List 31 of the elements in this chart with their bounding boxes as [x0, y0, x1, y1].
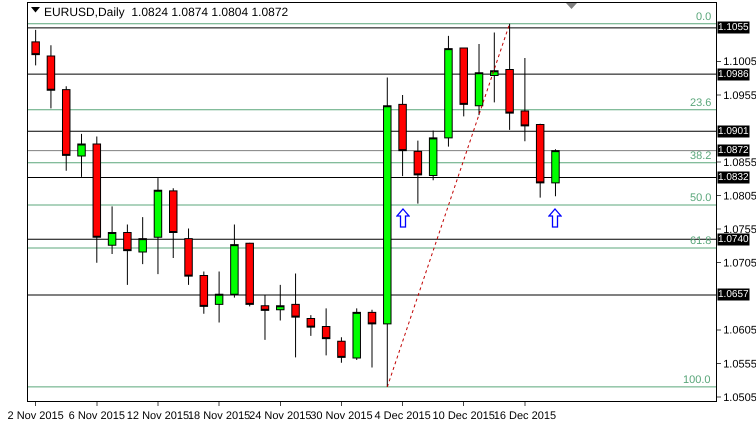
ref-line-label: 1.0832 [718, 172, 750, 183]
y-tick-label: 1.0755 [723, 224, 756, 236]
x-tick-label: 6 Nov 2015 [68, 410, 125, 422]
ref-line-label: 1.0986 [718, 69, 750, 80]
annotation: 100.0 [683, 374, 711, 386]
annotation: 0.0 [696, 11, 712, 23]
x-tick-label: 30 Nov 2015 [310, 410, 373, 422]
x-tick-label: 18 Nov 2015 [188, 410, 250, 422]
y-tick-label: 1.1005 [723, 56, 756, 68]
y-tick-label: 1.0505 [723, 392, 756, 404]
x-tick-label: 10 Dec 2015 [432, 410, 495, 422]
ref-line-label: 1.0657 [718, 289, 750, 300]
ref-line-label: 1.0901 [718, 126, 750, 137]
ref-line-label: 1.0740 [718, 234, 750, 245]
y-tick-label: 1.0555 [723, 358, 756, 370]
y-tick-label: 1.0855 [723, 156, 756, 169]
y-tick-label: 1.0805 [723, 190, 756, 202]
ref-line-label: 1.0872 [718, 145, 750, 156]
annotation: 50.0 [690, 192, 712, 204]
y-tick-label: 1.0605 [723, 324, 756, 337]
x-tick-label: 2 Nov 2015 [8, 410, 64, 422]
x-tick-label: 12 Nov 2015 [126, 410, 190, 422]
ref-line-label: 1.1055 [718, 22, 750, 33]
x-tick-label: 16 Dec 2015 [494, 410, 556, 422]
y-tick-label: 1.0705 [723, 258, 756, 270]
annotation: 38.2 [690, 150, 712, 162]
x-tick-label: 4 Dec 2015 [374, 410, 431, 422]
y-tick-label: 1.0955 [723, 90, 756, 102]
x-tick-label: 24 Nov 2015 [249, 410, 312, 422]
chart-title: EURUSD,Daily 1.0824 1.0874 1.0804 1.0872 [44, 5, 288, 20]
annotation: 23.6 [690, 97, 712, 109]
